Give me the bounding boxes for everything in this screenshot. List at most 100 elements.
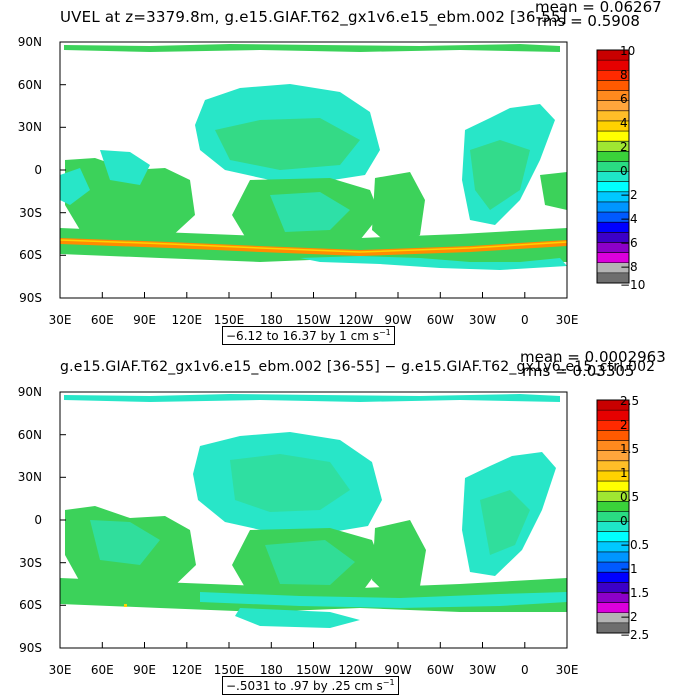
colorbar-swatch [597,531,629,543]
colorbar-label: 1 [620,466,628,480]
lon-label: 90E [133,313,156,327]
lon-label: 60W [426,663,454,677]
lon-label: 150W [296,313,331,327]
colorbar-swatch [597,100,629,112]
colorbar-label: 8 [620,68,628,82]
lon-label: 60E [90,663,114,677]
colorbar-swatch [597,521,629,533]
lon-label: 0 [520,313,529,327]
lon-label: 180 [259,663,283,677]
colorbar-2 [596,399,630,634]
lat-label: 0 [34,513,42,527]
colorbar-label: 2.5 [620,394,640,408]
colorbar-swatch [597,242,629,254]
lat-label: 30S [19,555,42,570]
lon-label: 30E [555,313,579,327]
colorbar-swatch [597,612,629,624]
colorbar-swatch [597,272,629,284]
colorbar-swatch [597,622,629,634]
lon-label: 60W [426,313,454,327]
range-text-1: −6.12 to 16.37 by 1 cm s [226,329,379,343]
lon-label: 30E [48,313,72,327]
colorbar-swatch [597,120,629,132]
colorbar-swatch [597,491,629,502]
colorbar-label: 4 [620,116,628,130]
lon-label: 120E [171,663,203,677]
colorbar-swatch [597,222,629,233]
colorbar-swatch [597,572,629,583]
colorbar-swatch [597,50,629,61]
colorbar-swatch [597,212,629,223]
lat-label: 30N [17,120,42,135]
colorbar-swatch [597,460,629,472]
colorbar-label: 1.5 [620,442,640,456]
colorbar-swatch [597,70,629,81]
lon-ticks-1 [59,292,568,298]
colorbar-swatch [597,440,629,452]
colorbar-swatch [597,410,629,421]
map-plot-1 [59,41,630,299]
colorbar-label: −8 [620,260,638,274]
lat-label: 90S [19,641,42,655]
colorbar-label: −1 [620,562,638,576]
colorbar-label: 0.5 [620,490,640,504]
colorbar-swatch [597,450,629,462]
colorbar-swatch [597,562,629,573]
colorbar-swatch [597,420,629,431]
mean-value-1: mean = 0.06267 [535,0,662,16]
lat-label: 60N [17,77,42,92]
colorbar-label: −6 [620,236,638,250]
lat-label: 0 [34,163,42,177]
lat-label: 30N [17,470,42,485]
colorbar-swatch [597,110,629,122]
colorbar-label: 0 [620,514,628,528]
lon-label: 120E [171,313,203,327]
lat-label: 60S [19,248,42,263]
colorbar-swatch [597,541,629,553]
map-plot-2 [59,391,630,649]
range-unit-exp-2: −1 [382,678,395,687]
lat-ticks-1 [60,41,66,299]
colorbar-label: −1.5 [620,586,650,600]
colorbar-label: −0.5 [620,538,650,552]
colorbar-swatch [597,151,629,162]
lon-label: 60E [90,313,114,327]
colorbar-swatch [597,400,629,411]
lat-label: 90S [19,291,42,305]
plot-title-2: g.e15.GIAF.T62_gx1v6.e15_ebm.002 [36-55]… [60,359,656,375]
lon-label: 30W [468,663,497,677]
colorbar-swatch [597,90,629,102]
colorbar-label: 0 [620,164,628,178]
colorbar-swatch [597,592,629,604]
colorbar-swatch [597,252,629,264]
map-panel-1: UVEL at z=3379.8m, g.e15.GIAF.T62_gx1v6.… [17,0,662,345]
lat-label: 90N [17,35,42,49]
range-text-2: −.5031 to .97 by .25 cm s [226,679,383,693]
range-box-2: −.5031 to .97 by .25 cm s−1 [222,676,399,695]
colorbar-swatch [597,181,629,193]
colorbar-label: 10 [620,44,636,58]
range-box-1: −6.12 to 16.37 by 1 cm s−1 [222,326,395,345]
colorbar-swatch [597,60,629,71]
lon-ticks-2 [59,642,568,648]
rms-value-2: rms = 0.03305 [522,362,635,380]
ocean-field-1 [60,42,567,298]
colorbar-swatch [597,262,629,274]
colorbar-label: 2 [620,140,628,154]
colorbar-label: −4 [620,212,638,226]
lon-label: 90E [133,663,156,677]
lon-label: 0 [520,663,529,677]
colorbar-swatch [597,131,629,142]
colorbar-border [596,49,630,284]
lat-ticks-2 [60,391,66,649]
colorbar-swatch [597,470,629,482]
ocean-field-2 [60,392,567,648]
mean-value-2: mean = 0.0002963 [520,348,666,366]
colorbar-label: −2.5 [620,628,650,642]
colorbar-1 [596,49,630,284]
lon-label: 180 [259,313,283,327]
colorbar-swatch [597,201,629,213]
colorbar-swatch [597,501,629,512]
lon-label: 120W [338,313,374,327]
lat-label: 60S [19,598,42,613]
